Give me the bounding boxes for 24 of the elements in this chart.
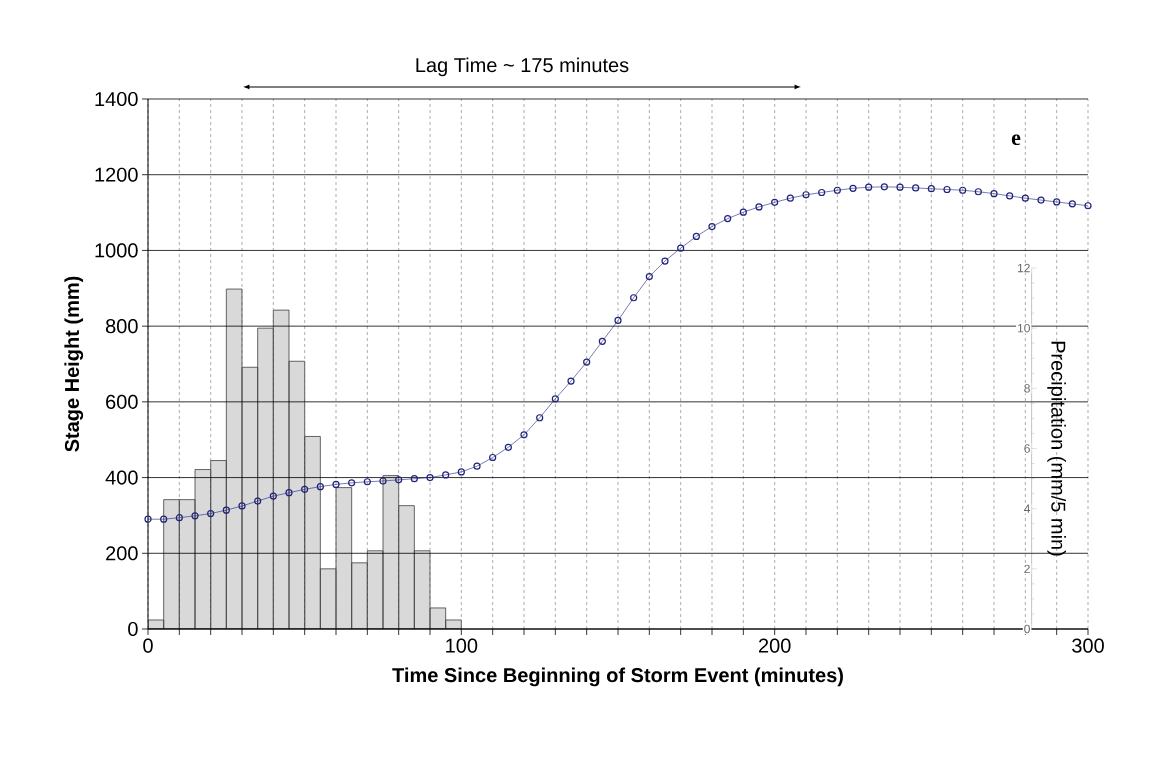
y-tick-label: 800 — [105, 319, 138, 334]
annotation: e — [1011, 134, 1021, 146]
y2-tick-label: 10 — [1017, 323, 1030, 333]
y2-tick-label: 2 — [1024, 564, 1030, 574]
y2-tick-label: 12 — [1017, 263, 1030, 273]
x-tick-label: 100 — [446, 638, 478, 653]
y2-tick-label: 0 — [1024, 624, 1030, 634]
y-tick-label: 400 — [105, 470, 138, 485]
x-tick-label: 200 — [759, 638, 791, 653]
y-axis-title: Stage Height (mm) — [64, 276, 84, 452]
y2-tick-label: 6 — [1024, 444, 1030, 453]
y-tick-label: 1200 — [95, 167, 138, 182]
y2-tick-label: 8 — [1024, 384, 1030, 393]
x-tick-label: 300 — [1072, 638, 1104, 653]
y-tick-label: 1000 — [95, 243, 138, 258]
y-tick-label: 200 — [106, 546, 138, 561]
y2-axis-title: Precipitation (mm/5 min) — [1047, 341, 1066, 556]
y-tick-label: 1400 — [95, 91, 138, 107]
y-tick-label: 600 — [106, 394, 138, 409]
x-tick-label: 0 — [143, 638, 153, 653]
y-tick-label: 0 — [128, 621, 138, 637]
x-axis-title: Time Since Beginning of Storm Event (minutes) — [392, 667, 843, 687]
text: Lag Time ~ 175 minutes — [416, 57, 629, 77]
y2-tick-label: 4 — [1024, 504, 1031, 513]
